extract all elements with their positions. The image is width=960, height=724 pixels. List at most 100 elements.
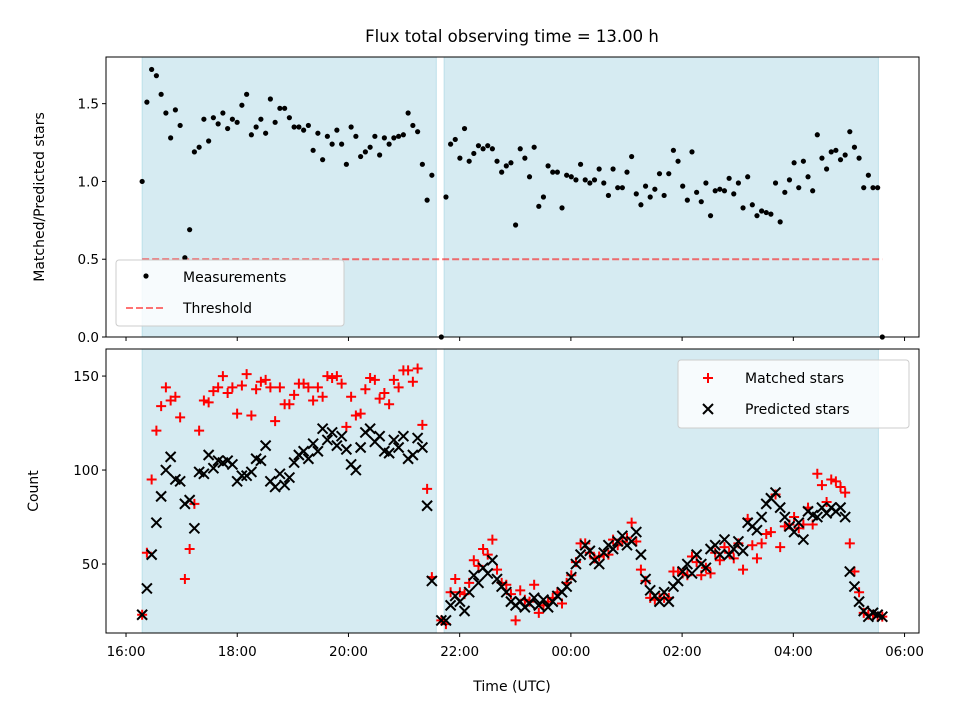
matched-star-point bbox=[626, 517, 637, 528]
y-tick-label: 1.5 bbox=[78, 97, 99, 113]
matched-star-point bbox=[450, 574, 461, 585]
predicted-star-point bbox=[155, 490, 167, 503]
measurement-point bbox=[253, 124, 259, 130]
predicted-star-point bbox=[458, 605, 471, 617]
predicted-star-point bbox=[160, 464, 172, 476]
predicted-star-point bbox=[383, 447, 395, 459]
predicted-star-point bbox=[570, 558, 582, 570]
matched-star-point bbox=[816, 480, 827, 491]
measurement-point bbox=[457, 155, 463, 161]
predicted-star-point bbox=[751, 524, 763, 536]
measurement-point bbox=[735, 180, 742, 186]
predicted-star-point bbox=[853, 595, 865, 608]
predicted-star-point bbox=[565, 571, 578, 583]
measurement-point bbox=[191, 149, 197, 155]
measurement-point bbox=[717, 186, 723, 192]
measurement-point bbox=[348, 124, 354, 130]
measurement-point bbox=[372, 133, 378, 139]
predicted-star-point bbox=[198, 468, 210, 480]
predicted-star-point bbox=[407, 449, 419, 461]
measurement-point bbox=[861, 185, 867, 191]
predicted-star-point bbox=[444, 599, 457, 612]
predicted-star-point bbox=[593, 558, 605, 570]
measurement-point bbox=[158, 91, 164, 97]
measurement-point bbox=[144, 99, 150, 105]
predicted-star-point bbox=[335, 430, 348, 442]
measurement-point bbox=[782, 189, 788, 195]
matched-star-point bbox=[227, 382, 238, 393]
predicted-star-point bbox=[364, 422, 376, 435]
matched-star-point bbox=[270, 416, 281, 427]
predicted-star-point bbox=[174, 475, 186, 488]
measurement-point bbox=[842, 152, 848, 158]
predicted-star-point bbox=[397, 430, 410, 442]
matched-star-point bbox=[179, 574, 190, 585]
measurement-point bbox=[499, 169, 505, 175]
measurement-point bbox=[726, 175, 732, 181]
measurement-point bbox=[712, 188, 718, 194]
matched-star-point bbox=[412, 363, 423, 374]
predicted-star-point bbox=[331, 439, 343, 452]
measurement-point bbox=[573, 177, 579, 183]
legend-measurements-label: Measurements bbox=[183, 270, 286, 286]
predicted-star-point bbox=[728, 543, 740, 555]
measurement-point bbox=[220, 110, 226, 116]
measurement-point bbox=[814, 132, 820, 138]
measurement-point bbox=[424, 197, 430, 203]
measurement-point bbox=[805, 174, 811, 180]
predicted-star-point bbox=[774, 501, 786, 514]
predicted-star-point bbox=[255, 454, 267, 467]
measurement-point bbox=[591, 177, 598, 183]
measurement-point bbox=[865, 172, 871, 178]
predicted-star-point bbox=[416, 441, 429, 454]
predicted-star-point bbox=[392, 441, 405, 454]
matched-star-point bbox=[761, 528, 772, 539]
measurement-point bbox=[244, 91, 250, 97]
measurement-point bbox=[320, 157, 326, 163]
matched-star-point bbox=[260, 374, 271, 385]
predicted-star-point bbox=[625, 535, 638, 548]
measurement-point bbox=[610, 166, 616, 172]
matched-star-point bbox=[232, 408, 243, 419]
matched-star-point bbox=[265, 382, 276, 393]
measurement-point bbox=[568, 174, 574, 180]
predicted-star-point bbox=[421, 500, 433, 512]
measurement-point bbox=[229, 116, 235, 122]
predicted-star-point bbox=[226, 458, 239, 471]
measurement-point bbox=[339, 141, 345, 147]
measurement-point bbox=[536, 203, 542, 209]
matched-star-point bbox=[331, 371, 342, 382]
predicted-star-point bbox=[607, 543, 619, 555]
matched-star-point bbox=[274, 382, 285, 393]
measurement-point bbox=[485, 143, 491, 149]
measurement-point bbox=[601, 180, 607, 186]
predicted-star-point bbox=[463, 586, 475, 598]
matched-star-point bbox=[407, 376, 418, 387]
legend-measurements-marker bbox=[143, 273, 149, 279]
predicted-star-point bbox=[834, 501, 847, 514]
matched-star-point bbox=[635, 564, 646, 575]
predicted-star-point bbox=[639, 573, 652, 585]
matched-star-point bbox=[308, 395, 319, 406]
predicted-star-point bbox=[769, 486, 782, 499]
predicted-star-point bbox=[350, 464, 362, 476]
matched-star-point bbox=[379, 387, 390, 398]
matched-star-point bbox=[255, 376, 266, 387]
matched-star-point bbox=[284, 399, 295, 410]
predicted-star-point bbox=[574, 548, 587, 561]
x-tick-label: 00:00 bbox=[551, 644, 590, 660]
predicted-star-point bbox=[278, 479, 291, 491]
predicted-star-point bbox=[136, 609, 148, 621]
measurement-point bbox=[206, 138, 212, 144]
measurement-point bbox=[377, 152, 383, 158]
predicted-star-point bbox=[302, 453, 315, 465]
measurement-point bbox=[272, 119, 278, 125]
matched-star-point bbox=[146, 474, 157, 485]
matched-star-point bbox=[747, 540, 758, 551]
predicted-star-point bbox=[528, 592, 540, 604]
matched-star-point bbox=[251, 384, 262, 395]
x-tick-label: 04:00 bbox=[774, 644, 813, 660]
measurement-point bbox=[315, 130, 321, 136]
predicted-star-point bbox=[236, 469, 248, 482]
matched-star-point bbox=[175, 412, 186, 423]
